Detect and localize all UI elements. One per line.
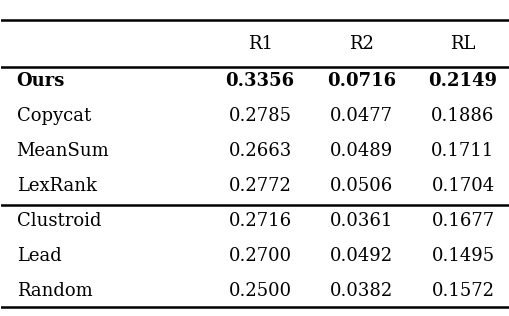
Text: 0.0492: 0.0492: [329, 247, 392, 265]
Text: 0.0361: 0.0361: [329, 212, 392, 230]
Text: 0.0382: 0.0382: [329, 282, 392, 300]
Text: 0.0477: 0.0477: [329, 107, 392, 125]
Text: 0.0716: 0.0716: [326, 72, 395, 90]
Text: Copycat: Copycat: [17, 107, 91, 125]
Text: 0.2785: 0.2785: [228, 107, 291, 125]
Text: 0.3356: 0.3356: [225, 72, 294, 90]
Text: 0.2716: 0.2716: [228, 212, 291, 230]
Text: 0.1886: 0.1886: [431, 107, 494, 125]
Text: Random: Random: [17, 282, 92, 300]
Text: 0.1572: 0.1572: [431, 282, 494, 300]
Text: LexRank: LexRank: [17, 177, 96, 195]
Text: 0.1495: 0.1495: [431, 247, 494, 265]
Text: 0.2772: 0.2772: [228, 177, 291, 195]
Text: 0.1704: 0.1704: [431, 177, 494, 195]
Text: 0.1677: 0.1677: [431, 212, 494, 230]
Text: 0.1711: 0.1711: [431, 142, 494, 160]
Text: MeanSum: MeanSum: [17, 142, 109, 160]
Text: 0.2700: 0.2700: [228, 247, 291, 265]
Text: 0.0489: 0.0489: [329, 142, 392, 160]
Text: 0.0506: 0.0506: [329, 177, 392, 195]
Text: Ours: Ours: [17, 72, 65, 90]
Text: RL: RL: [449, 35, 475, 53]
Text: 0.2149: 0.2149: [428, 72, 496, 90]
Text: R2: R2: [348, 35, 373, 53]
Text: 0.2663: 0.2663: [228, 142, 291, 160]
Text: Clustroid: Clustroid: [17, 212, 101, 230]
Text: R1: R1: [247, 35, 272, 53]
Text: Lead: Lead: [17, 247, 61, 265]
Text: 0.2500: 0.2500: [228, 282, 291, 300]
